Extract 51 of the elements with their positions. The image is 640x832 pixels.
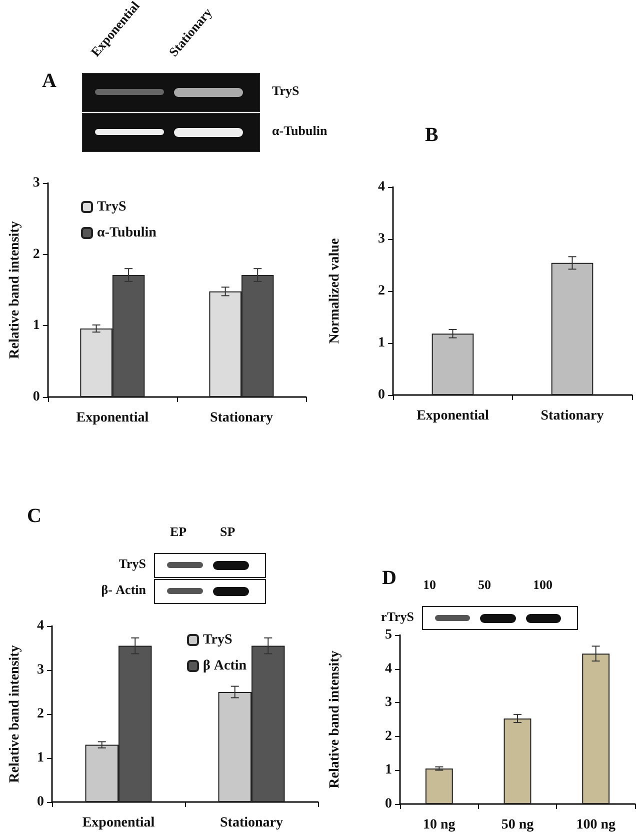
legend-label: TryS bbox=[203, 632, 233, 648]
x-tick-label: Stationary bbox=[220, 816, 283, 830]
category-label: β- Actin bbox=[101, 582, 146, 597]
category-label: 50 bbox=[478, 577, 491, 593]
y-tick-label: 5 bbox=[385, 628, 392, 642]
y-tick-label: 4 bbox=[385, 661, 392, 676]
y-tick-label: 0 bbox=[32, 390, 40, 404]
y-axis-title: Relative band intensity bbox=[8, 645, 22, 783]
chart-title: B bbox=[425, 124, 438, 146]
legend-label: α-Tubulin bbox=[97, 226, 157, 240]
text: D bbox=[382, 567, 396, 590]
y-tick-label: 2 bbox=[37, 706, 44, 722]
x-tick-label: 50 ng bbox=[501, 818, 534, 832]
x-tick-label: Exponential bbox=[416, 408, 490, 424]
y-tick-label: 3 bbox=[385, 695, 392, 710]
category-label: rTryS bbox=[381, 608, 414, 624]
y-tick-label: 4 bbox=[37, 618, 44, 634]
x-tick-label: 10 ng bbox=[423, 818, 456, 832]
category-label: SP bbox=[220, 524, 236, 540]
category-label: 10 bbox=[423, 577, 436, 593]
x-tick-label: Stationary bbox=[540, 408, 604, 424]
y-tick-label: 3 bbox=[378, 232, 385, 246]
y-tick-label: 4 bbox=[378, 180, 385, 194]
text: A bbox=[42, 70, 56, 93]
y-tick-label: 2 bbox=[378, 284, 385, 298]
legend-label: TryS bbox=[97, 200, 127, 214]
y-tick-label: 0 bbox=[37, 794, 44, 810]
y-tick-label: 1 bbox=[385, 762, 392, 778]
y-axis-title: Relative band intensity bbox=[328, 650, 342, 788]
x-tick-label: Stationary bbox=[210, 410, 273, 426]
x-tick-label: Exponential bbox=[76, 410, 149, 426]
y-tick-label: 1 bbox=[378, 336, 385, 350]
category-label: α-Tubulin bbox=[272, 123, 328, 138]
y-tick-label: 0 bbox=[378, 388, 385, 402]
text: C bbox=[27, 505, 42, 528]
legend-label: β Actin bbox=[203, 658, 247, 674]
y-tick-label: 0 bbox=[385, 796, 392, 812]
y-tick-label: 2 bbox=[32, 246, 40, 262]
category-label: TryS bbox=[272, 83, 300, 98]
x-tick-label: Exponential bbox=[82, 816, 155, 830]
category-label: EP bbox=[170, 524, 187, 540]
category-label: TryS bbox=[118, 556, 146, 571]
y-tick-label: 3 bbox=[37, 662, 44, 678]
y-axis-title: Relative band intensity bbox=[8, 221, 22, 359]
y-tick-label: 1 bbox=[37, 750, 44, 766]
y-tick-label: 2 bbox=[385, 728, 392, 744]
y-tick-label: 1 bbox=[32, 318, 40, 334]
y-tick-label: 3 bbox=[32, 176, 40, 190]
x-tick-label: 100 ng bbox=[576, 818, 616, 832]
category-label: 100 bbox=[533, 577, 552, 593]
y-axis-title: Normalized value bbox=[328, 238, 342, 344]
